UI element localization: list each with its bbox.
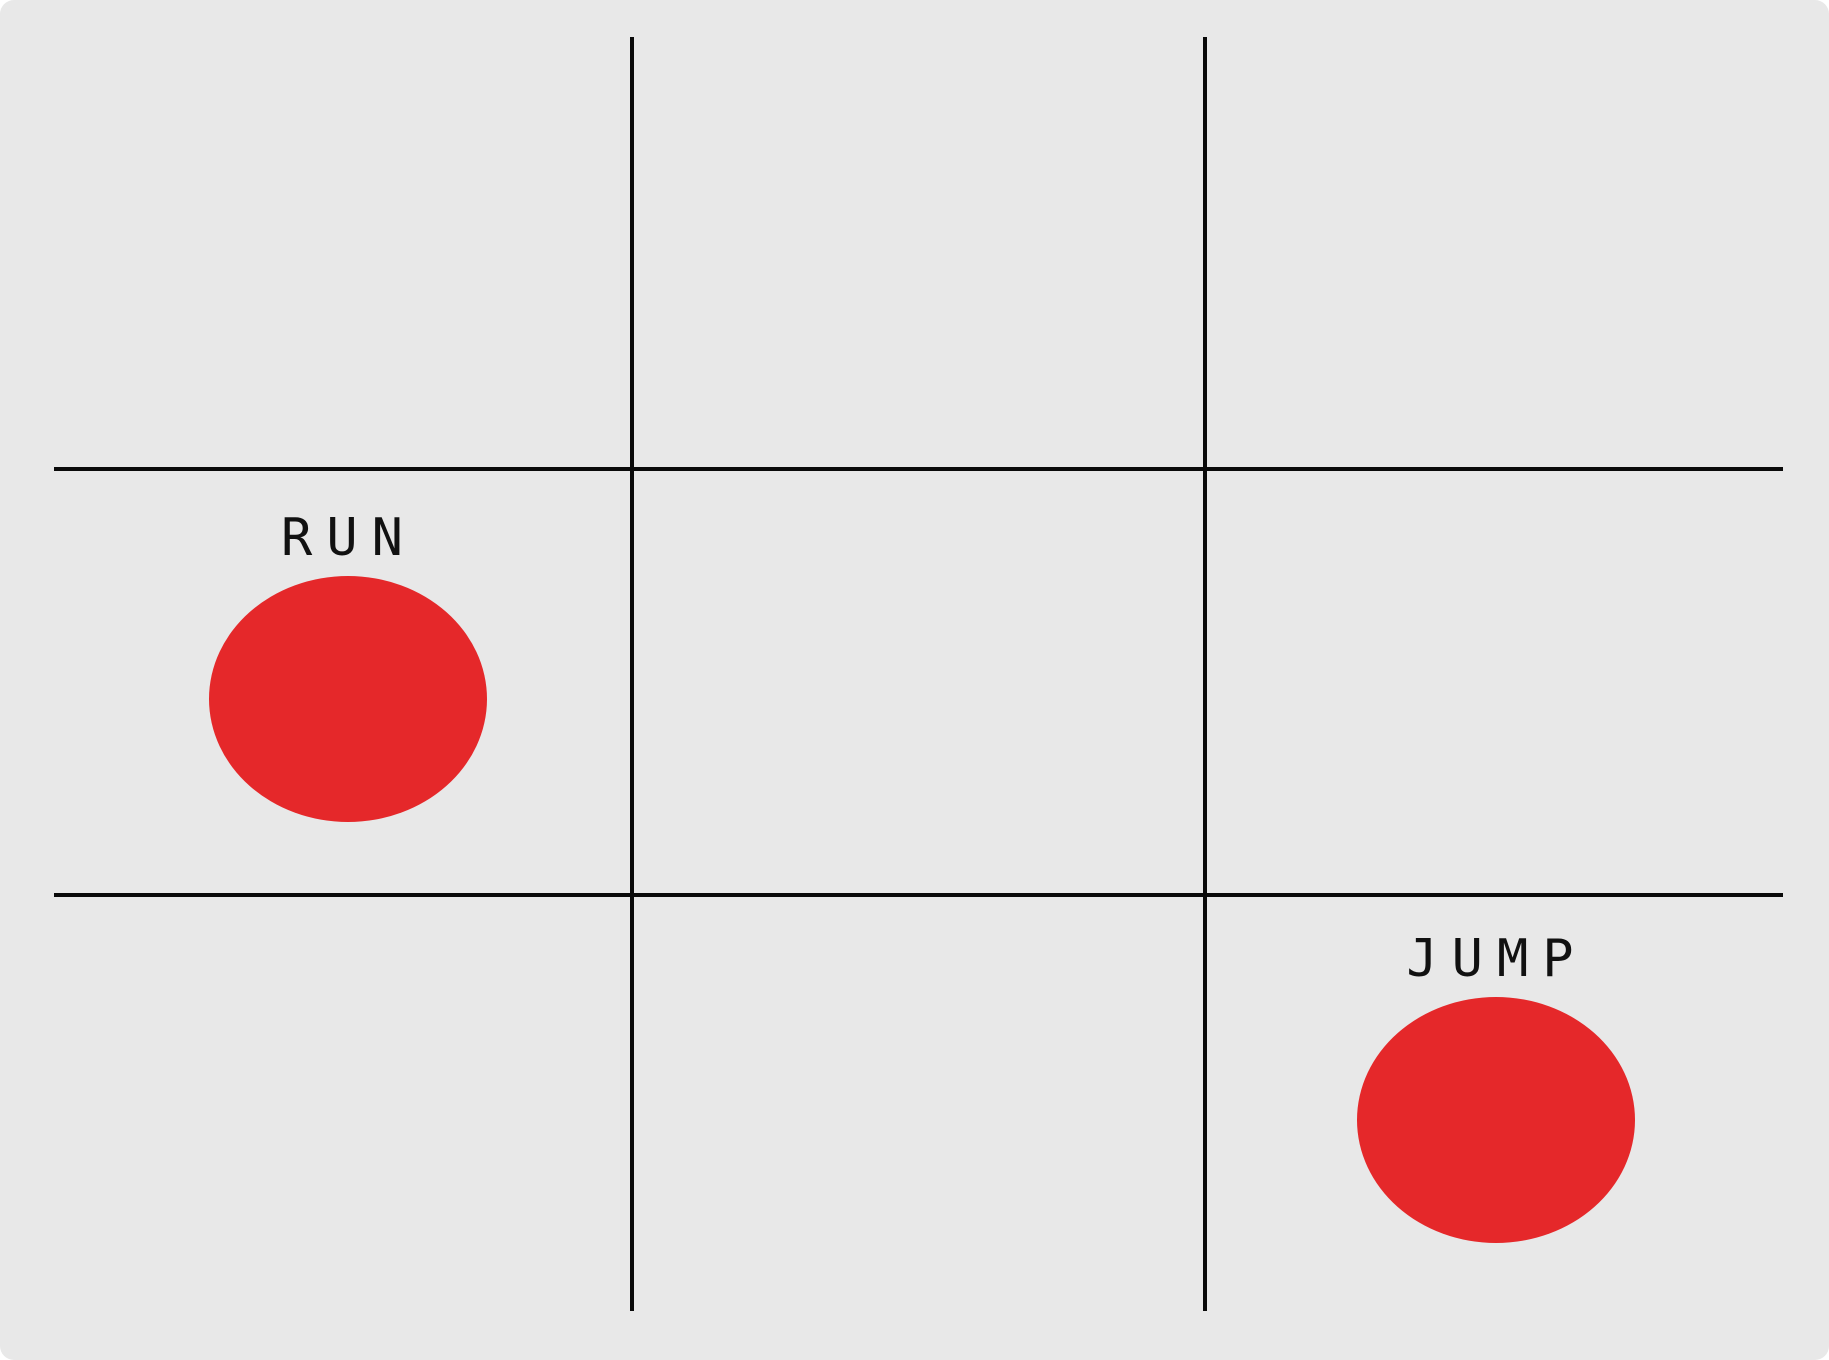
jump-button[interactable] [1357, 997, 1635, 1243]
run-control: RUN [209, 508, 489, 838]
grid-line-vertical-1 [630, 37, 634, 1311]
run-button[interactable] [209, 576, 487, 822]
jump-label: JUMP [1406, 929, 1588, 989]
grid-line-horizontal-1 [54, 467, 1783, 471]
grid-line-horizontal-2 [54, 893, 1783, 897]
jump-control: JUMP [1357, 929, 1637, 1259]
run-label: RUN [281, 508, 417, 568]
grid-line-vertical-2 [1203, 37, 1207, 1311]
